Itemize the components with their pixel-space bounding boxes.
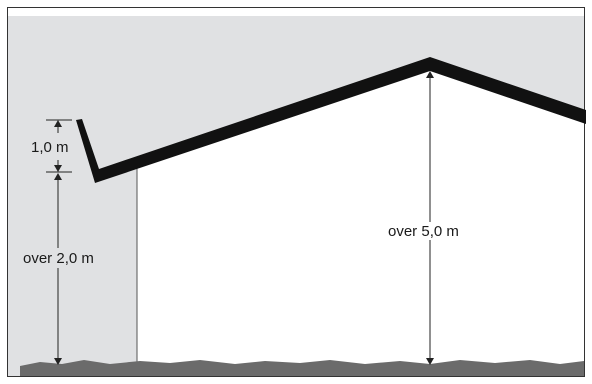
ridge-height-label: over 5,0 m [388, 223, 459, 240]
sky-area [8, 16, 584, 376]
ridge-height-dimension: over 5,0 m [388, 71, 459, 365]
roof [76, 57, 586, 183]
eave-height-label: 1,0 m [31, 139, 69, 156]
wall-height-dimension: over 2,0 m [23, 173, 94, 365]
ground [20, 360, 584, 376]
eave-height-dimension: 1,0 m [31, 119, 72, 173]
wall-height-label: over 2,0 m [23, 250, 94, 267]
